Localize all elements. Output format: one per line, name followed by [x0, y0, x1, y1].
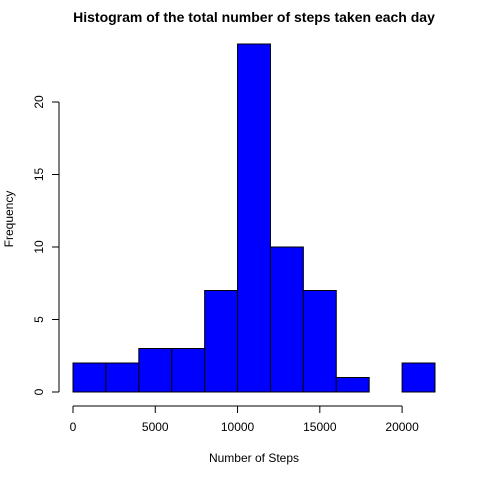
chart-title: Histogram of the total number of steps t… [73, 9, 435, 25]
x-tick-label: 5000 [142, 420, 169, 434]
x-axis-label: Number of Steps [209, 451, 299, 465]
y-tick-label: 10 [32, 240, 46, 254]
bars-group [72, 43, 436, 393]
x-axis-ticks: 0 5000 10000 15000 20000 [70, 406, 419, 434]
histogram-bar [335, 377, 370, 393]
histogram-bar [401, 362, 436, 393]
y-axis-label: Frequency [2, 191, 16, 248]
y-tick-label: 5 [32, 316, 46, 323]
y-tick-label: 15 [32, 168, 46, 182]
y-axis-ticks: 0 5 10 15 20 [32, 95, 59, 395]
x-tick-label: 15000 [303, 420, 337, 434]
x-tick-label: 20000 [385, 420, 419, 434]
histogram-bar [302, 290, 337, 393]
histogram-bar [138, 348, 173, 393]
y-tick-label: 20 [32, 95, 46, 109]
histogram-bar [171, 348, 206, 393]
histogram-bar [237, 43, 271, 393]
y-tick-label: 0 [32, 388, 46, 395]
histogram-bar [72, 362, 107, 393]
x-tick-label: 10000 [221, 420, 255, 434]
histogram-bar [204, 290, 239, 393]
histogram-bar [269, 246, 304, 393]
histogram-bar [105, 362, 140, 393]
x-tick-label: 0 [70, 420, 77, 434]
